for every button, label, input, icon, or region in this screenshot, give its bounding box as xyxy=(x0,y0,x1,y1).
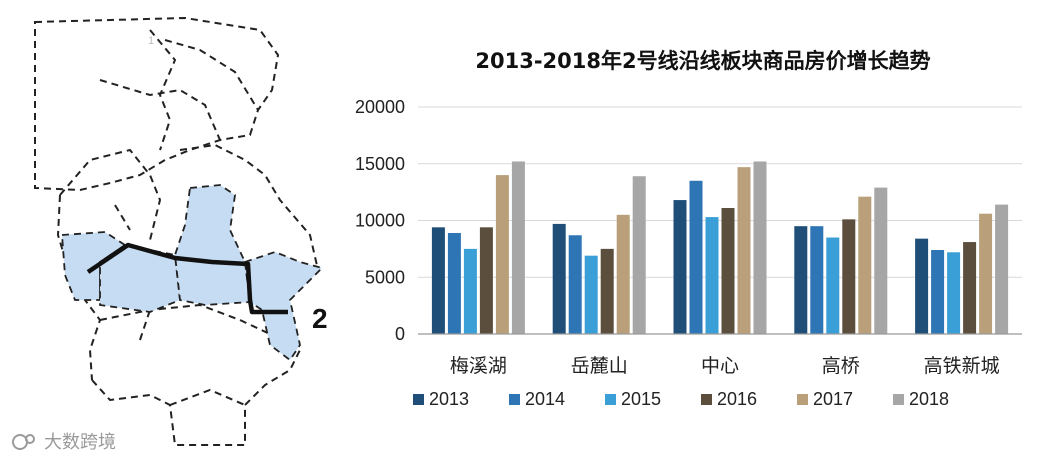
district-map: 2 1 xyxy=(34,16,328,446)
bar-2013-2 xyxy=(673,200,687,334)
legend-label: 2016 xyxy=(717,389,757,409)
legend-swatch xyxy=(893,394,904,405)
bar-2018-0 xyxy=(511,161,525,334)
bar-2018-1 xyxy=(632,176,646,334)
bar-2015-0 xyxy=(463,248,477,334)
bar-2015-4 xyxy=(947,252,961,334)
bar-2015-3 xyxy=(826,237,840,334)
y-axis-ticks: 0 5000 10000 15000 20000 xyxy=(355,97,405,344)
bar-2016-3 xyxy=(842,219,856,334)
bar-2014-3 xyxy=(810,226,824,334)
bar-2013-1 xyxy=(552,223,566,334)
legend-label: 2018 xyxy=(909,389,949,409)
map-highlight-districts xyxy=(61,184,324,362)
bar-2016-4 xyxy=(963,242,977,334)
bar-2014-1 xyxy=(568,235,582,334)
chart-title: 2013-2018年2号线沿线板块商品房价增长趋势 xyxy=(475,49,930,73)
x-category-label: 中心 xyxy=(701,355,739,377)
legend-swatch xyxy=(605,394,616,405)
chart-bars xyxy=(431,161,1009,334)
bar-2017-2 xyxy=(737,167,751,334)
watermark-text: 大数跨境 xyxy=(44,432,116,453)
y-tick-label: 5000 xyxy=(365,267,405,287)
bar-2014-4 xyxy=(931,250,945,334)
bar-2015-2 xyxy=(705,217,719,334)
bar-2013-0 xyxy=(431,227,445,334)
legend-label: 2015 xyxy=(621,389,661,409)
route-label: 2 xyxy=(312,303,328,334)
chart-legend: 2013 2014 2015 2016 2017 2018 xyxy=(413,389,949,409)
bar-2013-3 xyxy=(794,226,808,334)
legend-swatch xyxy=(797,394,808,405)
bar-2016-2 xyxy=(721,208,735,334)
x-category-label: 梅溪湖 xyxy=(450,355,507,377)
legend-label: 2013 xyxy=(429,389,469,409)
bar-2017-4 xyxy=(979,213,993,334)
y-tick-label: 20000 xyxy=(355,97,405,117)
bar-2018-3 xyxy=(874,187,888,334)
x-category-label: 岳麓山 xyxy=(571,355,628,377)
y-tick-label: 15000 xyxy=(355,154,405,174)
bar-2018-4 xyxy=(995,204,1009,334)
watermark: 大数跨境 xyxy=(10,428,116,454)
bar-2016-1 xyxy=(600,248,614,334)
bar-2014-0 xyxy=(447,232,461,334)
x-axis-labels: 梅溪湖 岳麓山 中心 高桥 高铁新城 xyxy=(450,355,1000,377)
bar-2013-4 xyxy=(915,238,929,334)
x-category-label: 高铁新城 xyxy=(924,355,1000,377)
legend-swatch xyxy=(413,394,424,405)
legend-label: 2017 xyxy=(813,389,853,409)
bar-2014-2 xyxy=(689,180,703,334)
bar-2017-1 xyxy=(616,214,630,334)
region-label: 1 xyxy=(148,35,154,47)
bar-2018-2 xyxy=(753,161,767,334)
y-tick-label: 10000 xyxy=(355,211,405,231)
weibo-logo-icon xyxy=(12,434,35,450)
bar-2017-0 xyxy=(495,175,509,334)
bar-2015-1 xyxy=(584,255,598,334)
bar-2016-0 xyxy=(479,227,493,334)
y-tick-label: 0 xyxy=(395,324,405,344)
legend-swatch xyxy=(509,394,520,405)
line-2-route xyxy=(86,242,288,315)
bar-2017-3 xyxy=(858,196,872,334)
legend-label: 2014 xyxy=(525,389,565,409)
legend-swatch xyxy=(701,394,712,405)
x-category-label: 高桥 xyxy=(822,355,860,377)
